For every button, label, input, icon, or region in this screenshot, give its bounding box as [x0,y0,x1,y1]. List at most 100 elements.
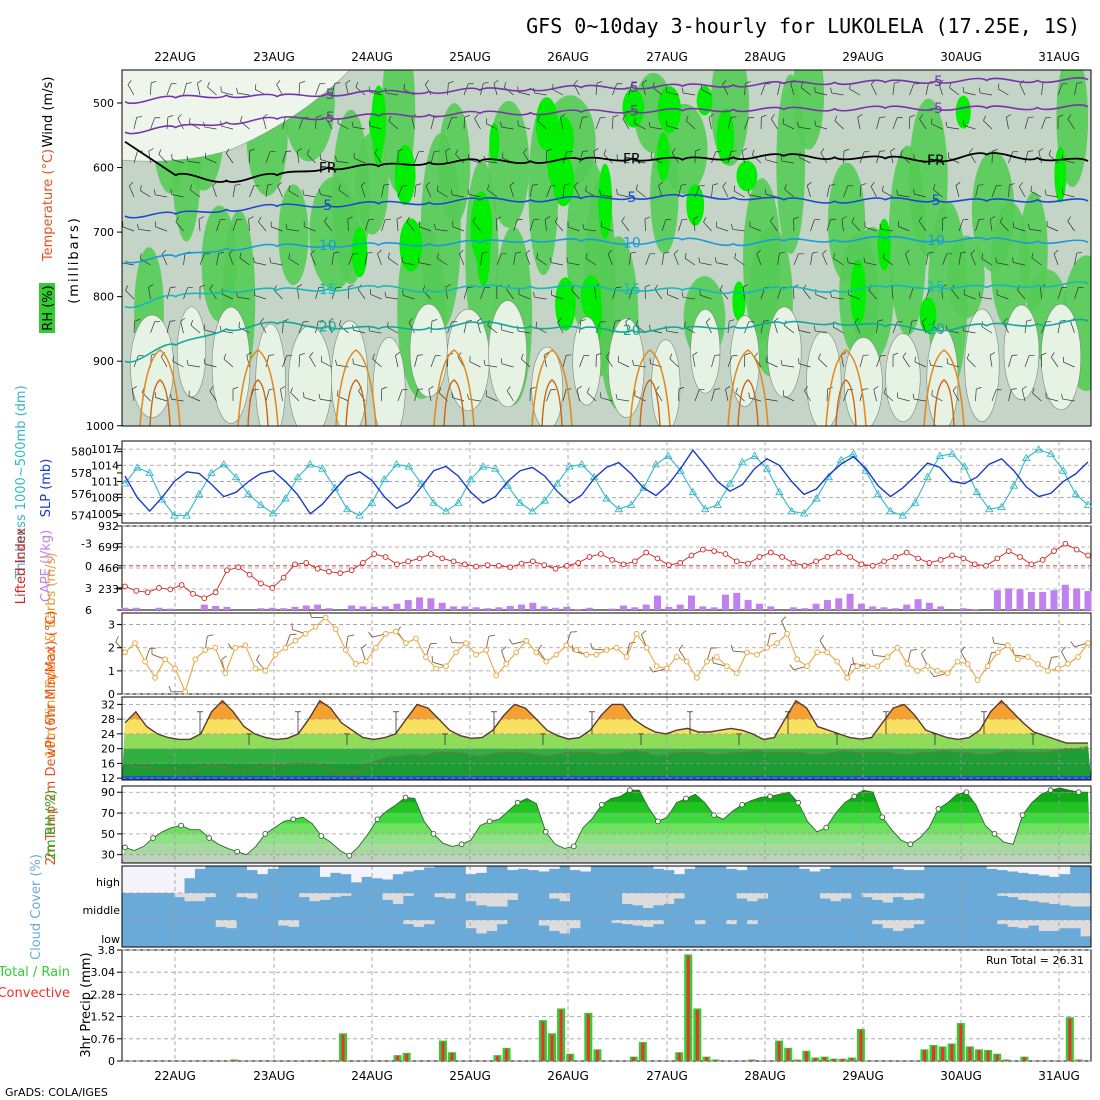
wind-barb [177,118,184,130]
wind-barb [975,185,979,198]
wind-speed-point [613,644,620,651]
isotherm-label: 20 [623,323,641,339]
wind-speed-point [242,642,249,649]
wind-barb [810,253,813,266]
wind-10m-barb [852,657,855,664]
wind-barb [582,150,589,152]
wind-barb [735,387,738,394]
wind-barb [1057,83,1063,96]
wind-speed-point [974,677,981,683]
thickness-point [305,460,315,468]
wind-barb [537,120,547,130]
thickness-point [256,500,266,508]
cloud-clear-cell [1018,920,1029,929]
wind-barb [992,148,998,152]
wind-barb [133,151,138,164]
wind-barb [650,157,663,164]
wind-barb [773,321,778,334]
wind-barb [582,116,588,118]
cloud-cell [372,893,383,920]
cloud-cell [903,870,915,893]
rh-label: RH (%) [41,285,56,330]
precip-convective-bar [950,1044,954,1061]
wind-barb [568,226,580,232]
wind-barb [430,321,433,334]
cape-bar [937,606,945,610]
isotherm-warm [727,349,769,426]
wind-barb [912,393,915,400]
wind-barb [900,154,910,164]
wind-barb [711,355,715,368]
wind-barb [148,284,154,288]
wind-speed-point [874,663,881,670]
wind-barb [517,120,519,126]
cloud-cell [1059,874,1071,893]
wind-barb [331,287,337,300]
wind-speed-point [1004,642,1011,649]
wind-barb [605,356,613,368]
cloud-clear-cell [403,920,415,925]
wind-barb [204,363,217,368]
wind-10m-barb [347,634,355,637]
wind-barb [1038,147,1044,152]
isotherm-label: -5 [625,104,639,120]
wind-barb [139,253,142,259]
wind-barb [306,154,316,164]
wind-barb [699,262,712,266]
rh2m-point [991,831,998,837]
temperature-band [122,704,1091,720]
wind-barb [698,257,701,263]
isotherm-label: 15 [927,279,945,295]
wind-barb [684,258,696,266]
wind-barb [207,81,210,88]
cape-bar [993,590,1001,610]
wind-barb [530,386,536,390]
wind-speed-point [1075,654,1081,660]
rh2m-point [823,824,830,831]
lifted-index-point [450,558,457,565]
cape-bar [586,607,594,610]
bottom-date-labels: 22AUG 23AUG 24AUG 25AUG 26AUG 27AUG 28AU… [154,1069,1080,1083]
cloud-cell [299,866,310,893]
wind-barb [268,354,275,356]
wind-barb [422,285,426,291]
wind-speed-point [563,642,570,649]
wind-barb [417,257,420,263]
cloud-cell [590,893,602,920]
wind-barb [328,317,334,322]
cape-bar [857,603,865,610]
wind-barb [377,249,382,254]
cloud-clear-cell [559,893,571,902]
cloud-cell [622,866,633,893]
cloud-clear-cell [1059,893,1071,906]
wind-barb [818,353,821,359]
wind-speed-point [332,626,339,633]
wind-barb [754,352,759,358]
lifted-index-point [790,559,797,566]
cape-bar [552,607,560,610]
wind-barb [909,83,915,96]
wind-barb [966,353,970,359]
wind-barb [1045,392,1047,399]
wind-barb [879,223,882,230]
wind-barb [353,157,366,164]
cloud-clear-cell [1038,866,1050,876]
cape-bar [370,606,378,610]
lifted-index-point [881,558,887,565]
wind-barb [406,216,410,222]
wind-barb [485,395,498,402]
wind-barb [417,354,423,356]
cloud-clear-cell [622,893,633,904]
cloud-cell [413,893,425,920]
cape-bar [280,608,288,610]
rh-high-region [736,160,758,192]
wind-barb [905,249,910,254]
wind-barb [970,253,976,266]
thickness-point [528,506,537,515]
wind-barb [843,185,849,198]
cloud-cell [903,899,915,920]
cloud-cell [965,920,977,947]
footer-credit: GrADS: COLA/IGES [5,1086,108,1099]
thickness-axis-label: Thickness 1000~500mb (dm) [14,385,29,579]
